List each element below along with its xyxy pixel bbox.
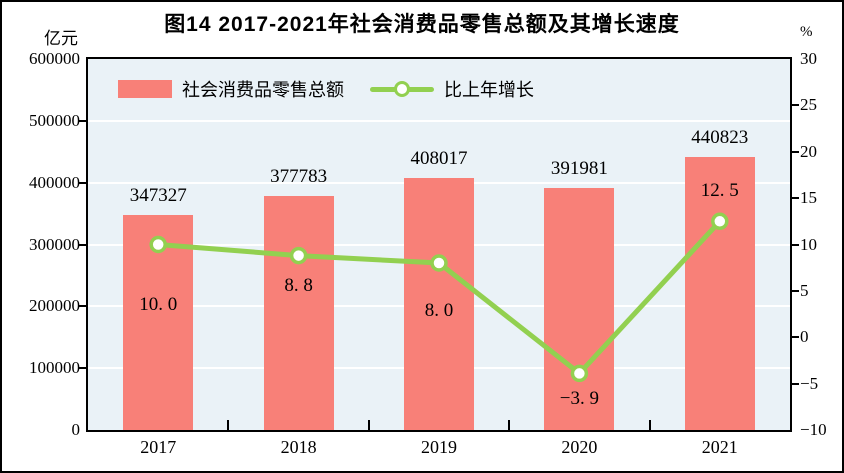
y-axis-tick-label-left: 0 <box>71 420 81 439</box>
growth-value-label: 10. 0 <box>139 293 178 315</box>
legend-label-bar-series: 社会消费品零售总额 <box>182 80 344 100</box>
growth-value-label: 8. 8 <box>284 274 313 296</box>
line-marker-dot-icon <box>394 81 410 97</box>
y-axis-tick-label-right: 25 <box>800 95 817 115</box>
x-axis-label: 2019 <box>421 437 457 457</box>
y-axis-tick-label-right: 20 <box>800 141 817 161</box>
y-axis-tick-label-right: −5 <box>800 373 819 393</box>
y-axis-tick-label-left: 100000 <box>29 358 80 378</box>
y-axis-tick-label-left: 200000 <box>29 296 80 316</box>
left-axis-tick <box>78 305 86 308</box>
left-axis-tick <box>78 367 86 370</box>
line-marker <box>149 235 167 254</box>
bar-series-swatch-icon <box>118 80 172 98</box>
y-axis-tick-label-right: −10 <box>800 420 827 439</box>
y-axis-tick-label-left: 300000 <box>29 234 80 254</box>
y-axis-tick-label-right: 0 <box>800 327 809 347</box>
x-axis-tick <box>648 420 651 430</box>
right-axis-tick <box>792 382 799 385</box>
x-axis-label: 2021 <box>701 437 738 457</box>
bar <box>404 177 474 430</box>
gridline <box>88 119 790 122</box>
x-axis-tick <box>227 420 230 430</box>
y-axis-tick-label-right: 10 <box>800 234 817 254</box>
x-axis-label: 2018 <box>280 437 317 457</box>
y-axis-tick-label-left: 400000 <box>29 172 80 192</box>
chart-title: 图14 2017-2021年社会消费品零售总额及其增长速度 <box>164 13 680 36</box>
y-axis-tick-label-right: 15 <box>800 188 817 208</box>
growth-line <box>158 219 722 377</box>
line-series-marker-icon <box>370 80 434 98</box>
bar <box>544 187 615 430</box>
bar-value-label: 408017 <box>410 147 468 169</box>
x-axis-tick <box>367 420 370 430</box>
bar-value-label: 391981 <box>550 157 608 179</box>
bar-value-label: 377783 <box>270 166 328 188</box>
left-axis-unit: 亿元 <box>44 29 78 48</box>
right-axis-tick <box>792 197 799 200</box>
y-axis-tick-label-left: 600000 <box>29 49 80 68</box>
x-axis-label: 2020 <box>561 437 598 457</box>
x-axis-tick <box>508 420 511 430</box>
left-axis-tick <box>78 243 86 246</box>
line-series-layer <box>149 212 729 383</box>
right-axis-tick <box>792 150 799 153</box>
legend-item-bar-series: 社会消费品零售总额 <box>118 76 344 102</box>
legend-label-line-series: 比上年增长 <box>444 80 534 100</box>
bar <box>684 157 755 430</box>
left-axis-tick <box>78 119 86 122</box>
right-axis-tick <box>792 336 799 339</box>
line-marker <box>711 212 729 231</box>
plot-area: 347327 377783 408017 391981 440823 10. 0 8. 8… <box>86 57 792 432</box>
bar <box>263 196 334 430</box>
line-marker <box>289 246 308 265</box>
bar-value-label: 440823 <box>691 127 749 149</box>
right-axis-tick <box>792 289 799 292</box>
left-axis-tick <box>78 181 86 184</box>
x-axis-label: 2017 <box>140 437 177 457</box>
growth-value-label: −3. 9 <box>559 388 599 410</box>
y-axis-tick-label-left: 500000 <box>29 110 80 130</box>
legend: 社会消费品零售总额 比上年增长 <box>118 76 534 102</box>
line-marker <box>430 254 448 272</box>
right-axis-tick <box>792 104 799 107</box>
right-axis-tick <box>792 243 799 246</box>
y-axis-tick-label-right: 30 <box>800 49 817 68</box>
growth-value-label: 8. 0 <box>424 300 454 322</box>
growth-value-label: 12. 5 <box>700 180 739 202</box>
y-axis-tick-label-right: 5 <box>800 280 809 300</box>
line-marker <box>570 364 589 383</box>
right-axis-unit: % <box>800 24 813 40</box>
bar-value-label: 347327 <box>129 185 187 207</box>
legend-item-line-series: 比上年增长 <box>370 76 534 102</box>
